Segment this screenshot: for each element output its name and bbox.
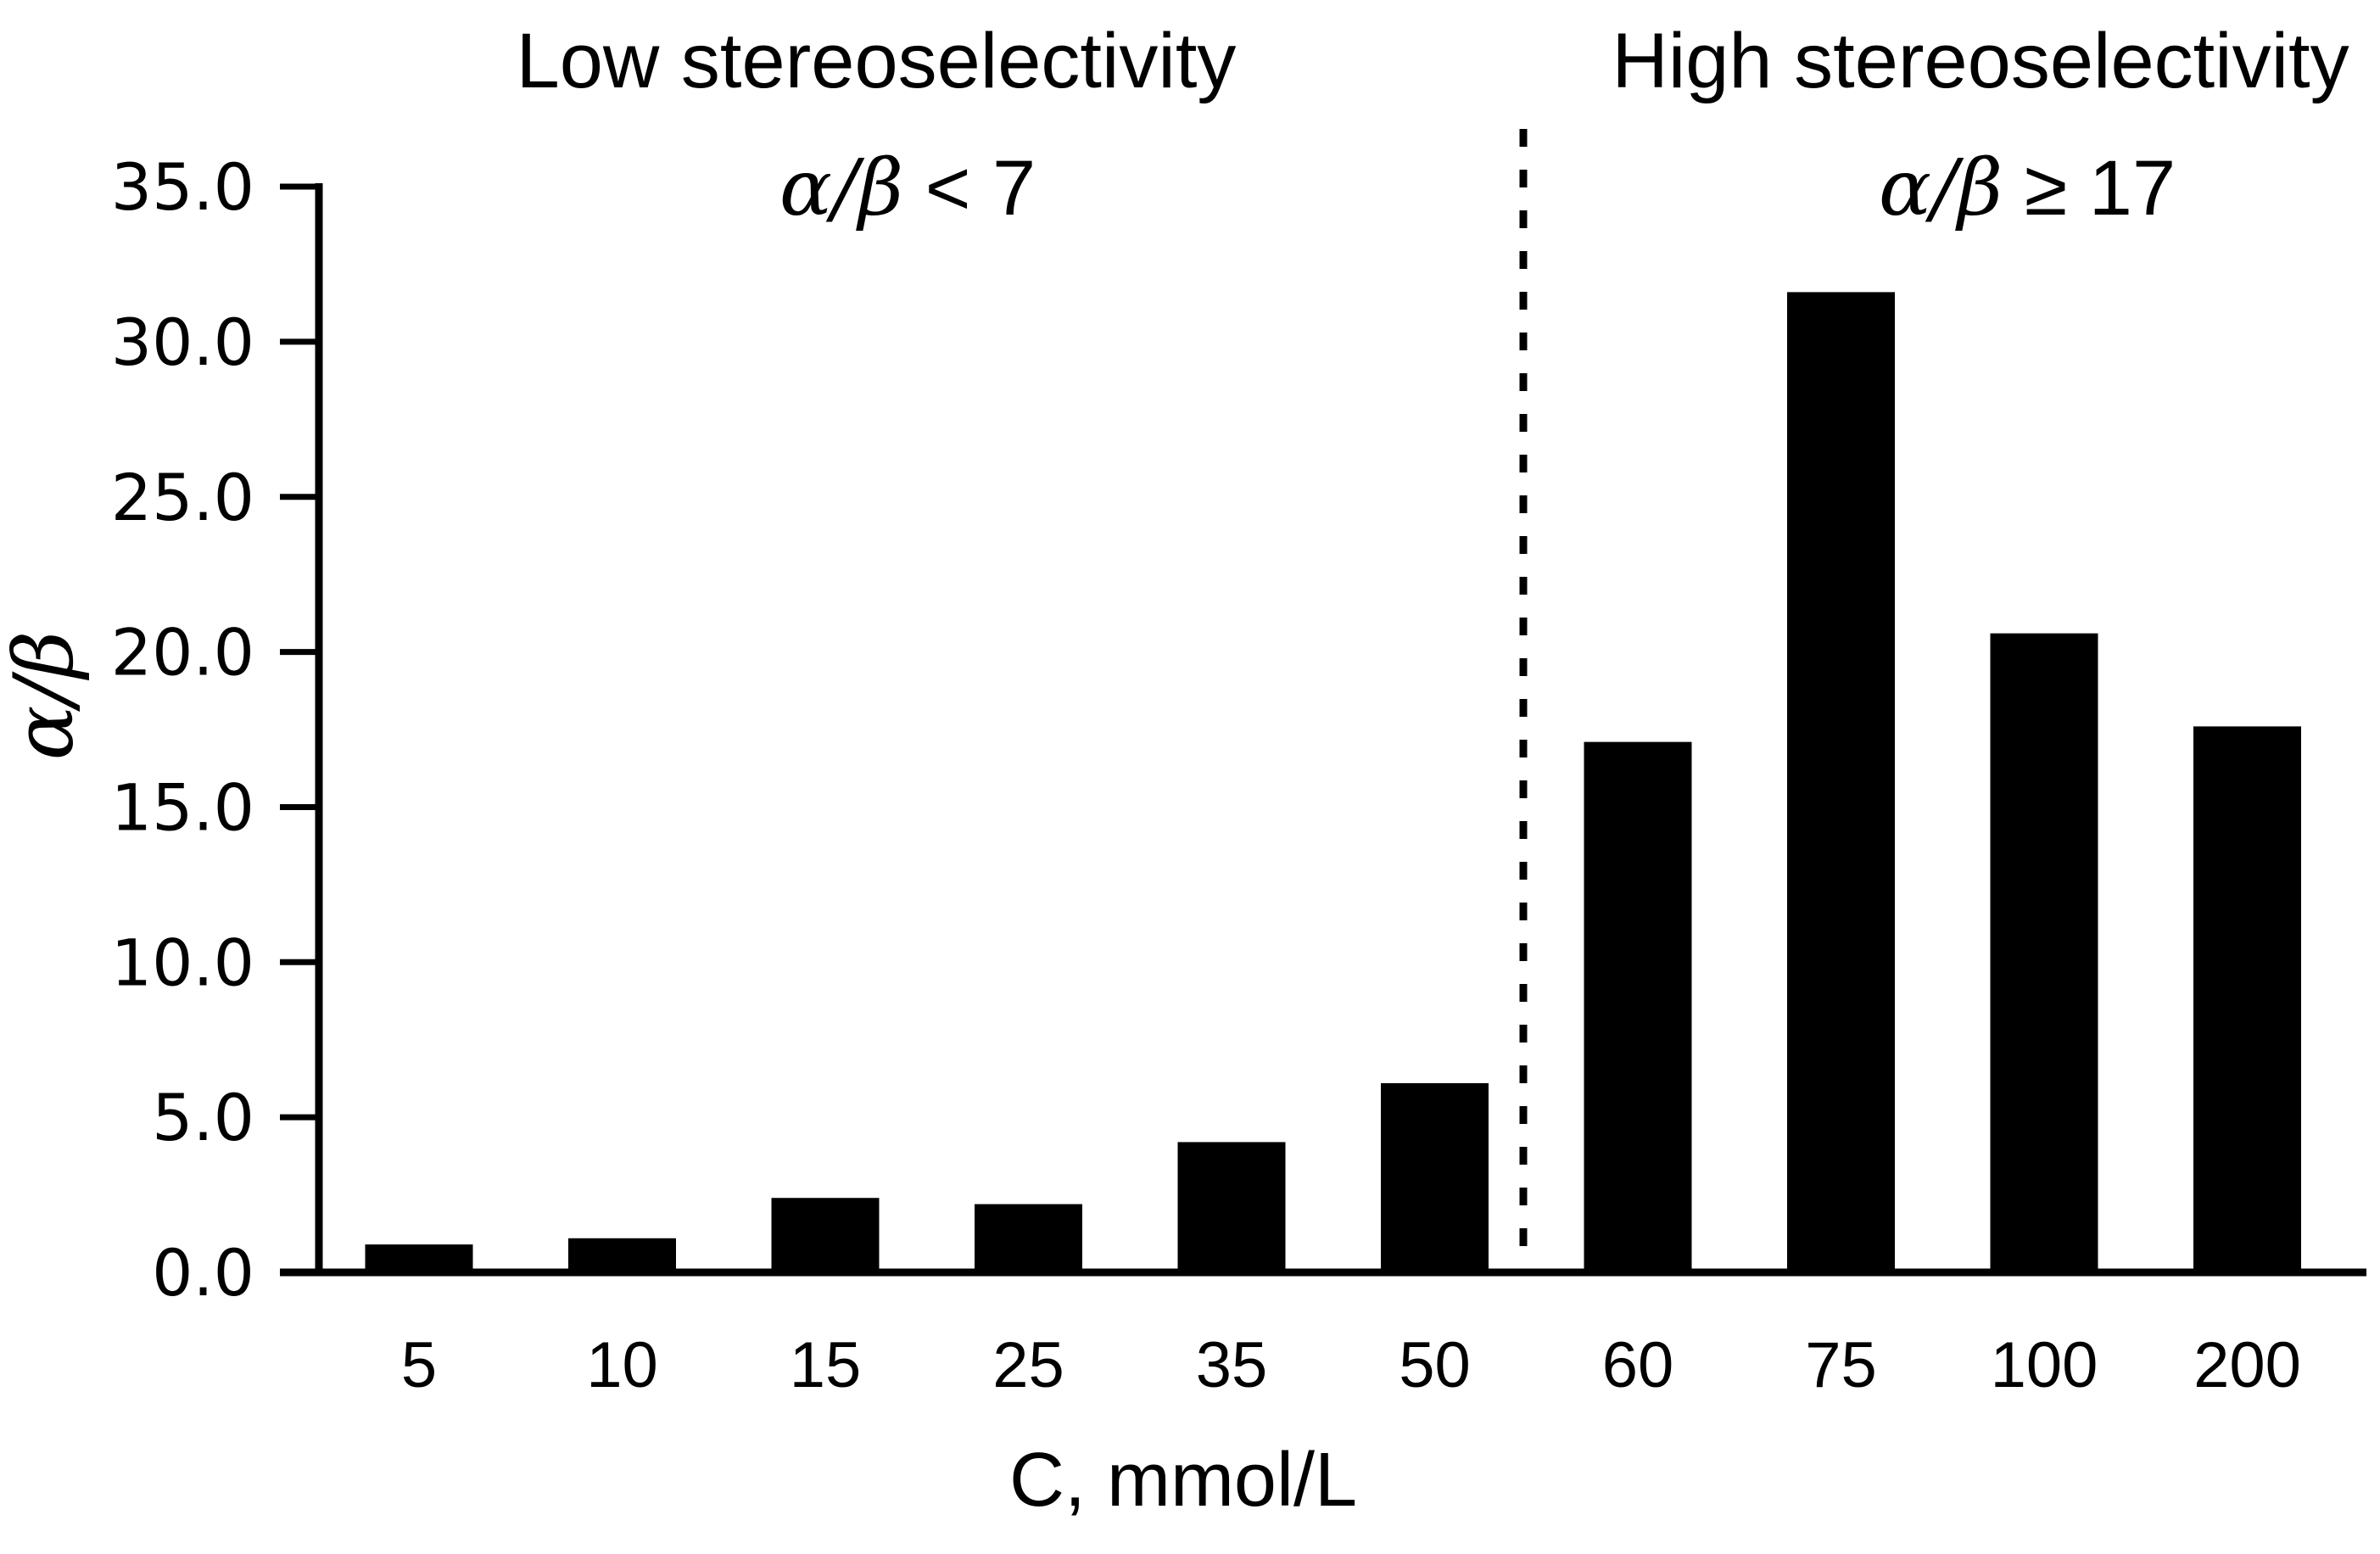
x-category-label: 35 — [1196, 1329, 1268, 1401]
y-tick-label: 25.0 — [111, 460, 254, 535]
x-axis-labels: 5 10 15 25 35 50 60 75 100 200 — [401, 1329, 2301, 1401]
bar-10 — [568, 1238, 676, 1272]
x-axis-title: C, mmol/L — [1009, 1438, 1357, 1523]
bar-5 — [365, 1244, 473, 1272]
x-category-label: 100 — [1991, 1329, 2098, 1401]
y-tick-label: 20.0 — [111, 615, 254, 690]
bar-200 — [2193, 726, 2301, 1272]
bar-50 — [1381, 1082, 1489, 1272]
x-category-label: 50 — [1399, 1329, 1471, 1401]
x-category-label: 15 — [790, 1329, 862, 1401]
region-condition-low: α/β < 7 — [779, 143, 1036, 233]
y-tick-label: 15.0 — [111, 769, 254, 845]
x-category-label: 60 — [1602, 1329, 1674, 1401]
alpha-beta-symbol: α/β — [1879, 143, 2003, 233]
region-title-high: High stereoselectivity — [1612, 18, 2349, 104]
x-category-label: 10 — [586, 1329, 658, 1401]
bar-100 — [1990, 633, 2098, 1272]
bar-15 — [771, 1198, 880, 1272]
region-condition-low-value: < 7 — [903, 145, 1036, 232]
bar-75 — [1787, 292, 1895, 1273]
y-tick-label: 5.0 — [152, 1080, 254, 1155]
region-title-low: Low stereoselectivity — [517, 18, 1237, 104]
x-category-label: 25 — [992, 1329, 1064, 1401]
x-category-label: 200 — [2193, 1329, 2301, 1401]
y-tick-label: 10.0 — [111, 925, 254, 1000]
region-condition-high-value: ≥ 17 — [2003, 145, 2176, 232]
bar-25 — [975, 1204, 1082, 1272]
y-tick-label: 0.0 — [152, 1235, 254, 1311]
bars-layer — [365, 292, 2301, 1273]
alpha-beta-symbol: α/β — [779, 143, 903, 233]
region-condition-high: α/β ≥ 17 — [1879, 143, 2176, 233]
y-tick-label: 35.0 — [111, 149, 254, 225]
y-tick-label: 30.0 — [111, 305, 254, 380]
bar-35 — [1177, 1142, 1286, 1272]
y-axis-ticks: 0.0 5.0 10.0 15.0 20.0 25.0 30.0 35.0 — [111, 149, 321, 1311]
x-category-label: 75 — [1805, 1329, 1877, 1401]
x-category-label: 5 — [401, 1329, 437, 1401]
bar-60 — [1584, 741, 1692, 1272]
y-axis-title: α/β — [0, 631, 92, 761]
